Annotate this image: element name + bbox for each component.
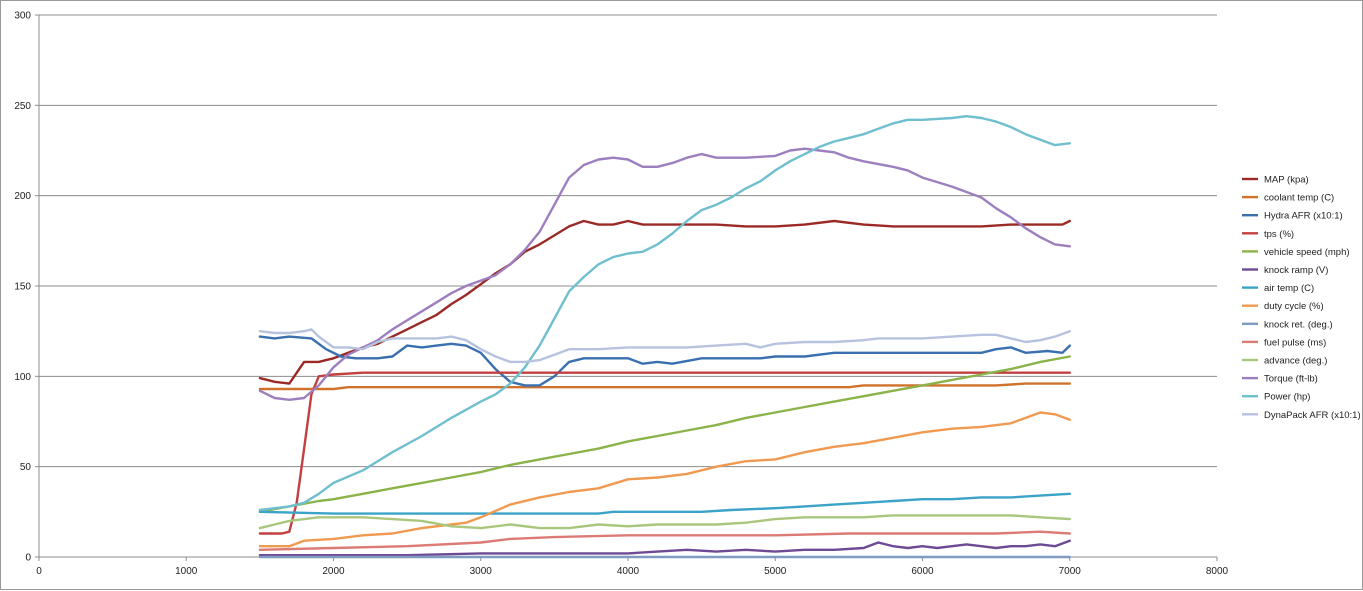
y-axis-ticks: 0 50 100 150 200 250 300 [14,11,31,564]
series-line-0 [258,219,1071,385]
series-line-6 [258,492,1071,515]
legend-label: knock ramp (V) [1264,265,1328,276]
series-line-1 [258,382,1071,391]
y-tick-label: 100 [14,372,31,383]
y-tick-label: 300 [14,11,31,22]
x-tick-label: 2000 [322,566,345,577]
series-lines [258,115,1071,559]
y-tick-label: 200 [14,191,31,202]
legend-label: Torque (ft-lb) [1264,374,1318,385]
x-tick-label: 4000 [617,566,640,577]
legend-label: fuel pulse (ms) [1264,337,1326,348]
series-line-10 [258,514,1071,530]
legend-label: coolant temp (C) [1264,193,1334,204]
gridlines [35,14,1217,558]
x-tick-label: 6000 [911,566,934,577]
y-tick-label: 50 [20,462,32,473]
series-line-3 [258,371,1071,535]
series-line-12 [258,115,1071,512]
x-tick-label: 1000 [175,566,198,577]
legend-label: Hydra AFR (x10:1) [1264,211,1343,222]
x-tick-label: 7000 [1059,566,1082,577]
series-line-9 [258,530,1071,551]
series-line-5 [258,539,1071,557]
legend: MAP (kpa) coolant temp (C) Hydra AFR (x10:… [1242,175,1361,421]
legend-label: DynaPack AFR (x10:1) [1264,410,1361,421]
y-tick-label: 250 [14,101,31,112]
series-line-2 [258,335,1071,387]
x-tick-label: 5000 [764,566,787,577]
legend-label: tps (%) [1264,229,1294,240]
x-axis-ticks: 0 1000 2000 3000 4000 5000 6000 7000 8000 [36,557,1229,577]
y-tick-label: 0 [25,553,31,564]
x-tick-label: 0 [36,566,42,577]
series-line-13 [258,328,1071,364]
series-line-4 [258,355,1071,513]
legend-label: knock ret. (deg.) [1264,319,1333,330]
legend-label: duty cycle (%) [1264,301,1324,312]
series-line-7 [258,411,1071,548]
legend-label: MAP (kpa) [1264,175,1309,186]
series-line-11 [258,147,1071,401]
legend-label: advance (deg.) [1264,356,1327,367]
x-tick-label: 3000 [470,566,493,577]
y-tick-label: 150 [14,282,31,293]
legend-label: vehicle speed (mph) [1264,247,1350,258]
x-tick-label: 8000 [1206,566,1229,577]
legend-label: air temp (C) [1264,283,1314,294]
legend-label: Power (hp) [1264,392,1310,403]
